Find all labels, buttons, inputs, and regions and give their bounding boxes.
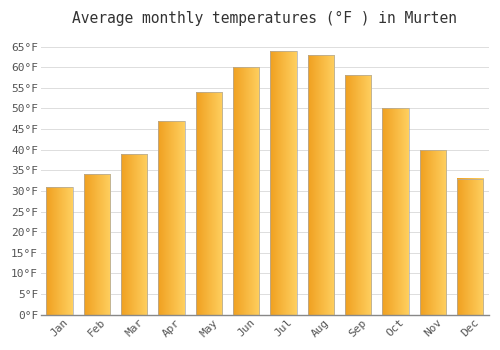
Bar (196, 92, 222, 315)
Bar (84, 175, 110, 315)
Bar (345, 76, 372, 315)
Bar (457, 178, 483, 315)
Title: Average monthly temperatures (°F ) in Murten: Average monthly temperatures (°F ) in Mu… (72, 11, 458, 26)
Bar (382, 108, 408, 315)
Bar (308, 55, 334, 315)
Bar (121, 154, 148, 315)
Bar (233, 67, 260, 315)
Bar (46, 187, 72, 315)
Bar (270, 51, 296, 315)
Bar (158, 121, 184, 315)
Bar (420, 150, 446, 315)
